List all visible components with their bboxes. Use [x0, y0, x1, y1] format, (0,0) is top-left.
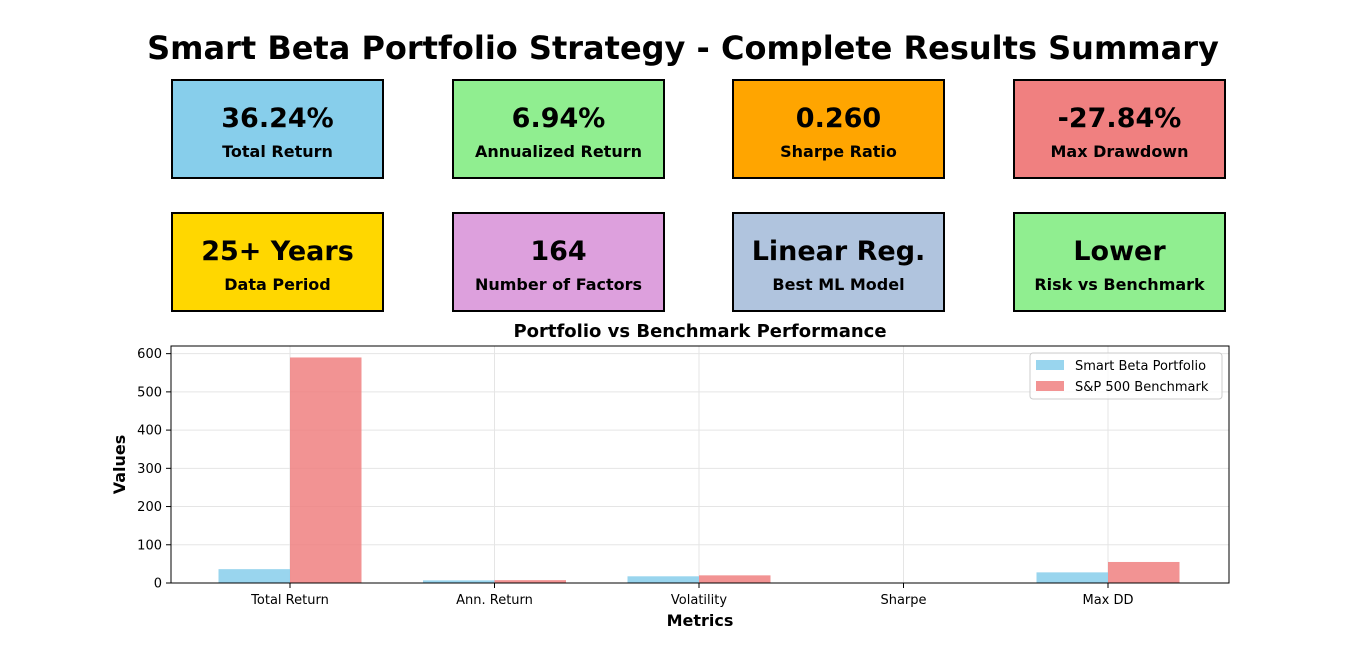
- y-axis-label: Values: [110, 435, 129, 495]
- metric-label: Max Drawdown: [1050, 142, 1189, 161]
- y-tick-label: 400: [137, 424, 162, 439]
- x-tick-label: Sharpe: [880, 593, 926, 608]
- x-tick-label: Max DD: [1082, 593, 1133, 608]
- x-tick-label: Ann. Return: [456, 593, 533, 608]
- metric-card-total-return: 36.24% Total Return: [171, 79, 384, 179]
- plot-frame: [170, 345, 1230, 584]
- bar-portfolio: [218, 569, 290, 583]
- metric-card-max-drawdown: -27.84% Max Drawdown: [1013, 79, 1226, 179]
- metric-card-best-ml-model: Linear Reg. Best ML Model: [732, 212, 945, 312]
- bar-benchmark: [699, 575, 771, 583]
- metric-label: Data Period: [224, 275, 331, 294]
- y-tick-label: 200: [137, 500, 162, 515]
- x-tick-label: Total Return: [250, 593, 329, 608]
- bar-portfolio: [627, 576, 699, 583]
- legend: Smart Beta Portfolio S&P 500 Benchmark: [1029, 352, 1223, 400]
- metric-card-data-period: 25+ Years Data Period: [171, 212, 384, 312]
- legend-swatch: [1036, 381, 1064, 391]
- x-axis-label: Metrics: [667, 611, 734, 630]
- legend-box: [1029, 352, 1223, 400]
- x-tick-label: Volatility: [671, 593, 727, 608]
- bar-benchmark: [290, 357, 362, 583]
- bar-portfolio: [423, 580, 495, 583]
- legend-label: Smart Beta Portfolio: [1075, 359, 1206, 374]
- metric-value: Linear Reg.: [751, 236, 926, 267]
- metric-value: Lower: [1073, 236, 1166, 267]
- y-tick-label: 600: [137, 347, 162, 362]
- metric-value: 6.94%: [511, 103, 606, 134]
- metric-value: 25+ Years: [201, 236, 354, 267]
- metric-label: Sharpe Ratio: [780, 142, 897, 161]
- metric-label: Annualized Return: [475, 142, 642, 161]
- metric-value: 0.260: [795, 103, 882, 134]
- metric-card-annualized-return: 6.94% Annualized Return: [452, 79, 665, 179]
- legend-label: S&P 500 Benchmark: [1075, 380, 1209, 395]
- metric-label: Risk vs Benchmark: [1034, 275, 1205, 294]
- metric-value: 36.24%: [221, 103, 334, 134]
- metric-label: Best ML Model: [772, 275, 905, 294]
- metric-card-sharpe-ratio: 0.260 Sharpe Ratio: [732, 79, 945, 179]
- bar-benchmark: [494, 580, 566, 583]
- y-tick-label: 100: [137, 538, 162, 553]
- metric-label: Number of Factors: [474, 275, 643, 294]
- chart-title: Portfolio vs Benchmark Performance: [513, 321, 887, 342]
- metric-card-risk-vs-benchmark: Lower Risk vs Benchmark: [1013, 212, 1226, 312]
- bar-portfolio: [1036, 572, 1108, 583]
- page-title: Smart Beta Portfolio Strategy - Complete…: [147, 29, 1219, 67]
- metric-label: Total Return: [222, 142, 333, 161]
- legend-swatch: [1036, 360, 1064, 370]
- y-tick-label: 500: [137, 385, 162, 400]
- metric-value: 164: [530, 236, 587, 267]
- bar-benchmark: [1108, 561, 1180, 583]
- metric-value: -27.84%: [1057, 103, 1182, 134]
- metric-card-number-of-factors: 164 Number of Factors: [452, 212, 665, 312]
- y-tick-label: 0: [154, 577, 162, 592]
- y-tick-label: 300: [137, 462, 162, 477]
